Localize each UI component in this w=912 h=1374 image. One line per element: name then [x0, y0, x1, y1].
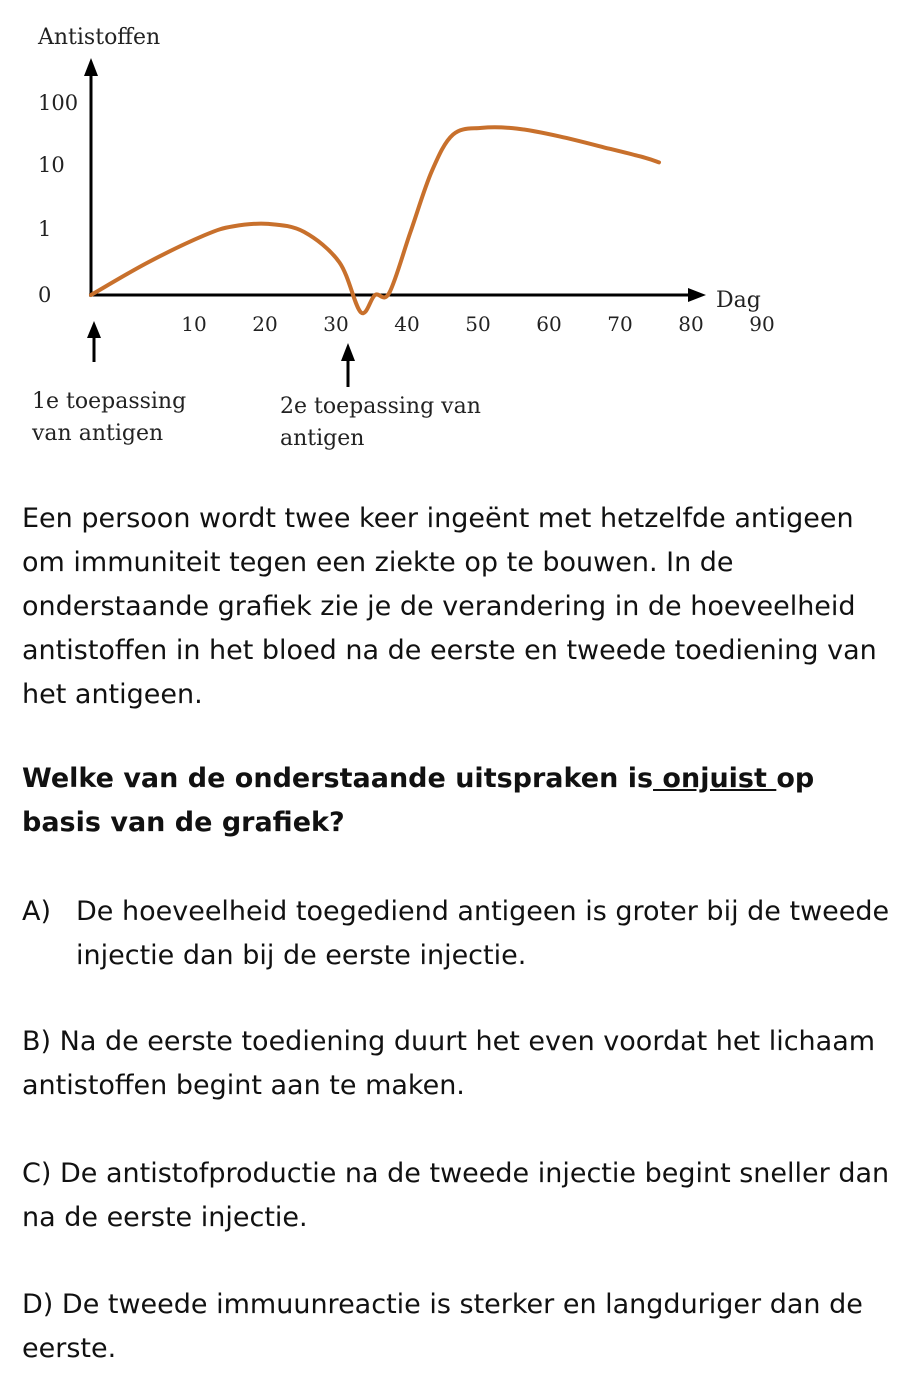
- y-axis-label: Antistoffen: [37, 25, 160, 50]
- annotation-2-line2: antigen: [280, 426, 365, 451]
- option-d[interactable]: D) De tweede immuunreactie is sterker en…: [22, 1289, 863, 1364]
- question: Welke van de onderstaande uitspraken is …: [22, 757, 902, 845]
- x-tick-label: 30: [323, 312, 348, 336]
- x-tick-label: 10: [181, 312, 206, 336]
- y-axis-arrowhead: [84, 58, 98, 76]
- option-c[interactable]: C) De antistofproductie na de tweede inj…: [22, 1158, 890, 1233]
- x-axis-arrowhead: [688, 288, 706, 302]
- x-tick-label: 80: [678, 312, 703, 336]
- y-tick-label: 0: [38, 283, 51, 307]
- question-part-2: op basis van de grafiek?: [22, 763, 815, 838]
- x-tick-label: 70: [607, 312, 632, 336]
- first-dose-annotation: 1e toepassing van antigen: [32, 386, 186, 450]
- question-underlined: onjuist: [653, 763, 777, 794]
- y-tick-label: 1: [38, 217, 51, 241]
- antibody-curve: [89, 125, 661, 316]
- annotation-2-line1: 2e toepassing van: [280, 394, 481, 419]
- y-tick-label: 10: [38, 153, 65, 177]
- option-b[interactable]: B) Na de eerste toediening duurt het eve…: [22, 1026, 876, 1101]
- y-tick-label: 100: [38, 91, 78, 115]
- option-a-letter: A): [22, 896, 52, 927]
- annotation-1-line1: 1e toepassing: [32, 389, 187, 414]
- question-part-1: Welke van de onderstaande uitspraken is: [22, 763, 654, 794]
- intro-paragraph: Een persoon wordt twee keer ingeënt met …: [22, 503, 877, 710]
- annotation-1-line2: van antigen: [32, 421, 164, 446]
- x-tick-label: 40: [394, 312, 419, 336]
- x-axis-label: Dag: [716, 288, 761, 313]
- x-tick-labels: 10 20 30 40 50 60 70 80 90: [181, 312, 774, 336]
- first-dose-arrow: [87, 321, 101, 362]
- x-tick-label: 50: [465, 312, 490, 336]
- x-tick-label: 60: [536, 312, 561, 336]
- x-tick-label: 90: [749, 312, 774, 336]
- option-a-text: De hoeveelheid toegediend antigeen is gr…: [76, 896, 890, 971]
- option-a[interactable]: A) De hoeveelheid toegediend antigeen is…: [22, 890, 902, 978]
- x-tick-label: 20: [252, 312, 277, 336]
- second-dose-arrow: [341, 343, 355, 387]
- second-dose-annotation: 2e toepassing van antigen: [280, 391, 481, 455]
